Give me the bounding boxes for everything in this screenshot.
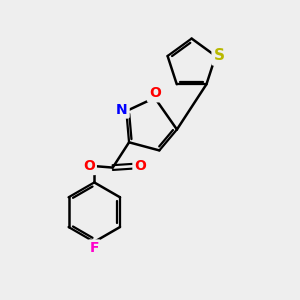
Text: O: O — [134, 159, 146, 173]
Text: O: O — [149, 86, 161, 100]
Text: O: O — [83, 159, 95, 173]
Text: N: N — [116, 103, 128, 117]
Text: S: S — [214, 49, 225, 64]
Text: F: F — [89, 242, 99, 255]
